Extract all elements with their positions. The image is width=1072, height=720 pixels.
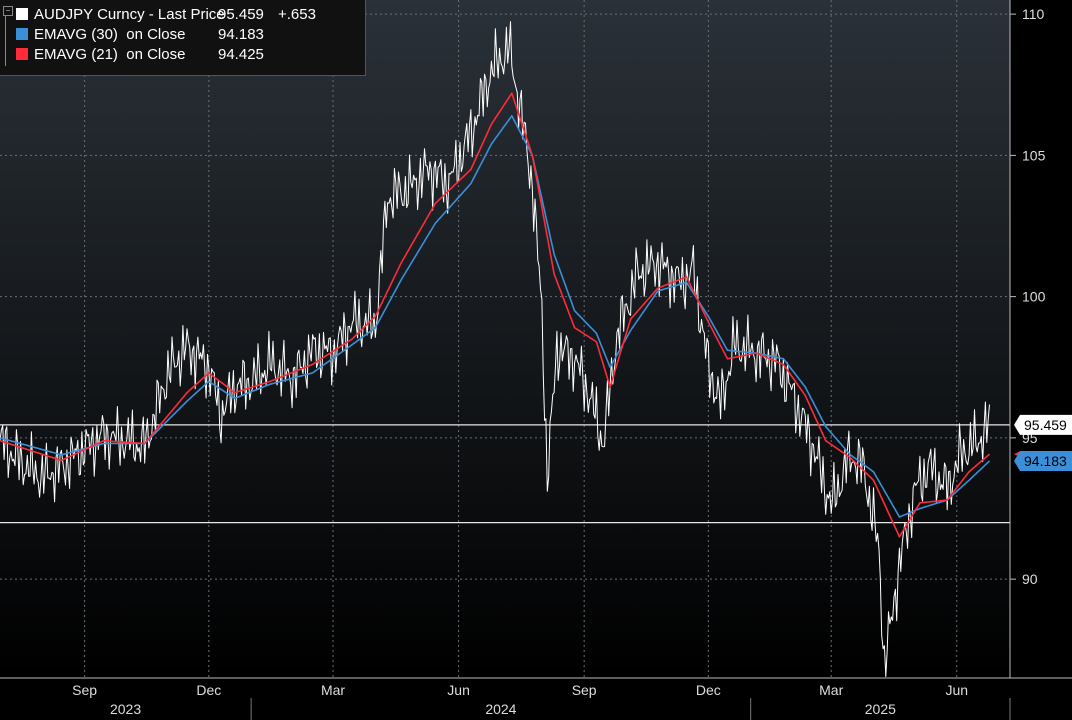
legend-swatch-white xyxy=(16,8,28,20)
series-line-1 xyxy=(0,115,991,518)
legend-label: EMAVG (21) on Close xyxy=(34,45,186,63)
x-tick-label: Mar xyxy=(321,682,345,698)
legend-value: 94.183 xyxy=(218,25,264,43)
x-tick-label: Dec xyxy=(696,682,721,698)
y-tick-label: 105 xyxy=(1022,147,1046,163)
x-tick-label: Jun xyxy=(945,682,968,698)
legend-item-emavg-21[interactable]: EMAVG (21) on Close 94.425 xyxy=(16,44,365,64)
legend-value: 95.459 xyxy=(218,5,264,23)
legend-item-emavg-30[interactable]: EMAVG (30) on Close 94.183 xyxy=(16,24,365,44)
legend-swatch-blue xyxy=(16,28,28,40)
legend-item-last-price[interactable]: AUDJPY Curncy - Last Price 95.459 +.653 xyxy=(16,4,365,24)
year-label: 2024 xyxy=(485,701,516,717)
legend-change: +.653 xyxy=(278,5,316,23)
x-tick-label: Dec xyxy=(196,682,221,698)
y-tick-label: 90 xyxy=(1022,571,1038,587)
legend-swatch-red xyxy=(16,48,28,60)
x-tick-label: Jun xyxy=(447,682,470,698)
legend-label: EMAVG (30) on Close xyxy=(34,25,186,43)
series-line-2 xyxy=(0,92,991,538)
x-tick-label: Sep xyxy=(72,682,97,698)
collapse-icon[interactable]: − xyxy=(3,6,13,16)
y-tick-label: 100 xyxy=(1022,289,1046,305)
legend: − AUDJPY Curncy - Last Price 95.459 +.65… xyxy=(0,0,366,76)
series-line-0 xyxy=(0,21,990,678)
legend-value: 94.425 xyxy=(218,45,264,63)
x-tick-label: Mar xyxy=(819,682,843,698)
last-value-label: 95.459 xyxy=(1024,417,1067,433)
last-value-tag xyxy=(1014,414,1072,435)
legend-tree-line xyxy=(5,8,11,66)
year-label: 2023 xyxy=(110,701,141,717)
last-value-label: 94.183 xyxy=(1024,453,1067,469)
last-value-tag xyxy=(1014,450,1072,471)
legend-label: AUDJPY Curncy - Last Price xyxy=(34,5,225,23)
plot-background xyxy=(0,0,1010,678)
y-tick-label: 110 xyxy=(1022,6,1045,22)
year-label: 2025 xyxy=(865,701,896,717)
x-tick-label: Sep xyxy=(572,682,597,698)
